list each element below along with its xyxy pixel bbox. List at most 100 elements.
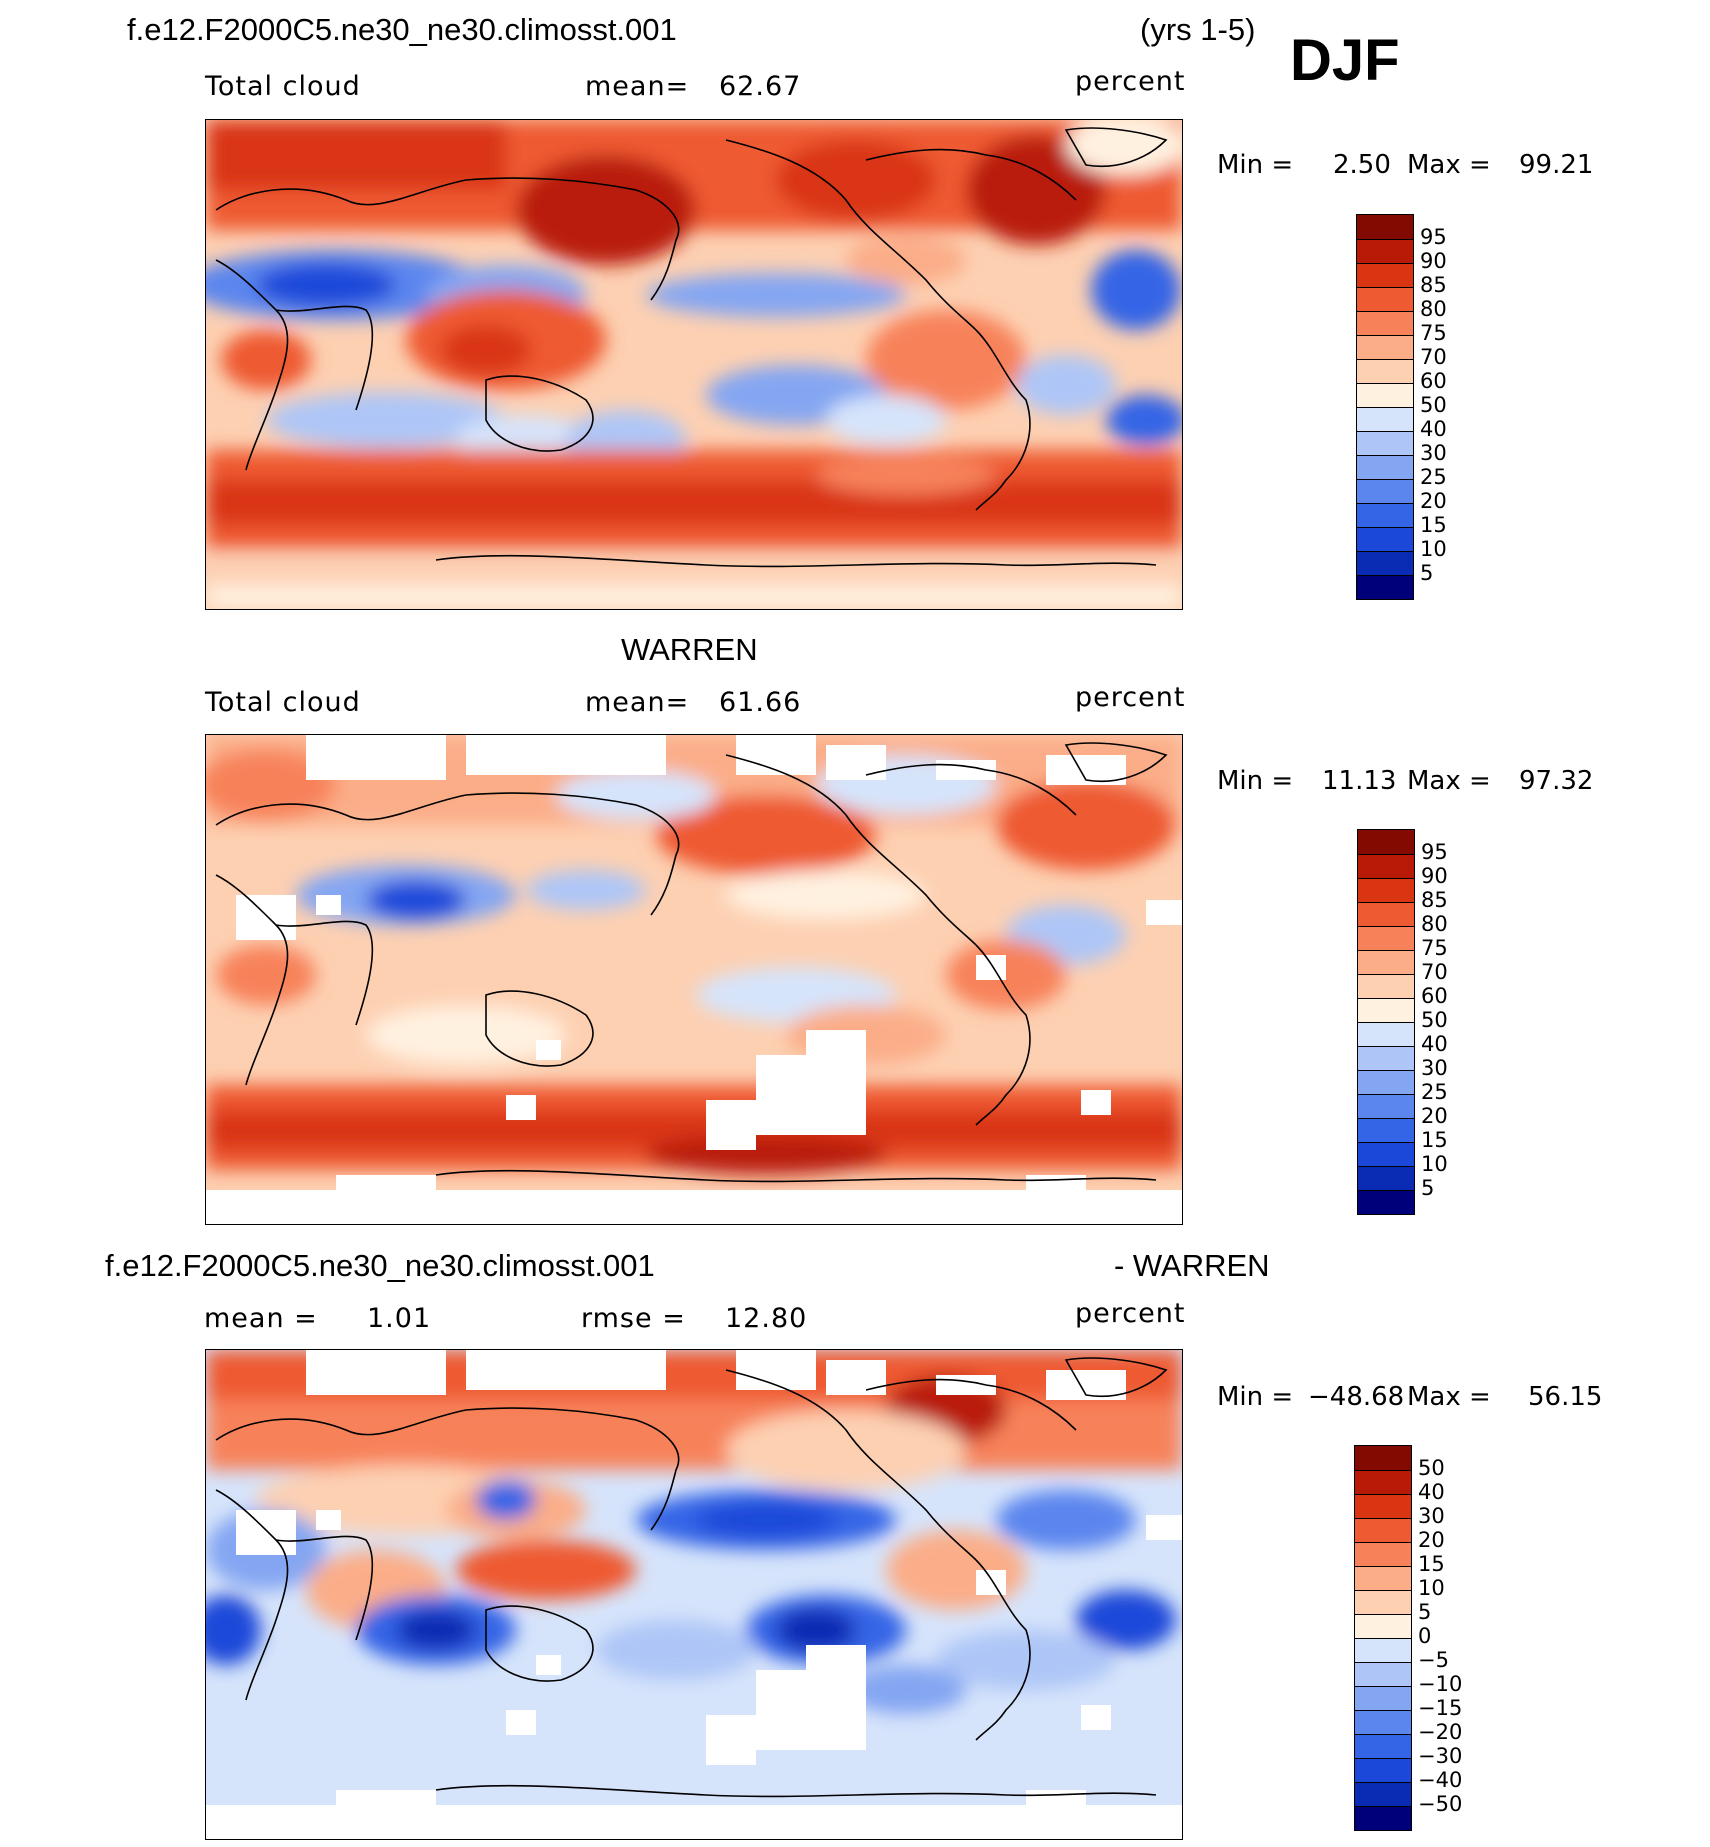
colorbar-cell [1355, 1734, 1411, 1758]
panel1-map [205, 119, 1183, 610]
years-label: (yrs 1-5) [1140, 12, 1256, 47]
panel1-mean-value: 62.67 [719, 71, 802, 102]
panel3-rmse-label: rmse = [581, 1303, 686, 1334]
colorbar-cell [1357, 215, 1413, 239]
colorbar-cell [1355, 1614, 1411, 1638]
panel2-mean-value: 61.66 [719, 687, 802, 718]
colorbar-tick-label: 85 [1421, 888, 1448, 912]
colorbar-tick-label: 95 [1420, 225, 1447, 249]
colorbar-cell [1357, 479, 1413, 503]
colorbar-cell [1355, 1590, 1411, 1614]
colorbar-tick-label: 30 [1421, 1056, 1448, 1080]
panel2-variable: Total cloud [205, 687, 361, 718]
colorbar-tick-label: 75 [1421, 936, 1448, 960]
colorbar-tick-label: −10 [1418, 1672, 1463, 1696]
colorbar-cell [1357, 455, 1413, 479]
colorbar-tick-label: 50 [1421, 1008, 1448, 1032]
colorbar-tick-label: 40 [1418, 1480, 1445, 1504]
panel3-min-label: Min = [1217, 1382, 1294, 1412]
panel3-map-svg [206, 1350, 1182, 1839]
colorbar-tick-label: 15 [1418, 1552, 1445, 1576]
panel2-map-svg [206, 735, 1182, 1224]
panel3-max-value: 56.15 [1528, 1382, 1603, 1412]
panel3-mean-label: mean = [204, 1303, 318, 1334]
panel1-colorbar [1356, 214, 1414, 600]
colorbar-tick-label: 70 [1420, 345, 1447, 369]
panel3-rmse-value: 12.80 [725, 1303, 808, 1334]
panel2-mean-label: mean= [585, 687, 690, 718]
colorbar-cell [1355, 1542, 1411, 1566]
colorbar-cell [1358, 1022, 1414, 1046]
colorbar-cell [1355, 1494, 1411, 1518]
colorbar-cell [1358, 878, 1414, 902]
colorbar-tick-label: 20 [1418, 1528, 1445, 1552]
panel3-max-label: Max = [1407, 1382, 1491, 1412]
colorbar-tick-label: −50 [1418, 1792, 1463, 1816]
colorbar-cell [1358, 974, 1414, 998]
colorbar-cell [1355, 1710, 1411, 1734]
colorbar-cell [1357, 551, 1413, 575]
panel1-min-value: 2.50 [1333, 150, 1391, 180]
colorbar-cell [1357, 527, 1413, 551]
panel3-map [205, 1349, 1183, 1840]
colorbar-cell [1358, 902, 1414, 926]
colorbar-tick-label: 80 [1421, 912, 1448, 936]
colorbar-tick-label: 5 [1418, 1600, 1432, 1624]
panel3-suffix: - WARREN [1114, 1248, 1270, 1283]
colorbar-tick-label: 50 [1420, 393, 1447, 417]
colorbar-tick-label: 60 [1421, 984, 1448, 1008]
colorbar-tick-label: 5 [1421, 1176, 1435, 1200]
colorbar-tick-label: 40 [1420, 417, 1447, 441]
colorbar-tick-label: 15 [1421, 1128, 1448, 1152]
colorbar-tick-label: 10 [1421, 1152, 1448, 1176]
colorbar-tick-label: 80 [1420, 297, 1447, 321]
colorbar-tick-label: 70 [1421, 960, 1448, 984]
colorbar-cell [1358, 830, 1414, 854]
colorbar-tick-label: 10 [1420, 537, 1447, 561]
colorbar-cell [1355, 1806, 1411, 1830]
colorbar-tick-label: 0 [1418, 1624, 1432, 1648]
colorbar-tick-label: −30 [1418, 1744, 1463, 1768]
panel1-min-label: Min = [1217, 150, 1294, 180]
panel1-map-svg [206, 120, 1182, 609]
colorbar-cell [1357, 287, 1413, 311]
colorbar-cell [1358, 1118, 1414, 1142]
colorbar-cell [1358, 998, 1414, 1022]
colorbar-tick-label: 30 [1418, 1504, 1445, 1528]
colorbar-cell [1358, 1046, 1414, 1070]
colorbar-cell [1357, 239, 1413, 263]
colorbar-cell [1355, 1686, 1411, 1710]
colorbar-tick-label: −5 [1418, 1648, 1449, 1672]
panel2-min-value: 11.13 [1322, 766, 1397, 796]
season-label: DJF [1290, 28, 1400, 93]
panel3-mean-value: 1.01 [367, 1303, 432, 1334]
colorbar-tick-label: 75 [1420, 321, 1447, 345]
colorbar-cell [1357, 383, 1413, 407]
panel3-min-value: −48.68 [1308, 1382, 1405, 1412]
panel3-colorbar [1354, 1445, 1412, 1831]
colorbar-tick-label: 90 [1421, 864, 1448, 888]
colorbar-tick-label: 90 [1420, 249, 1447, 273]
panel2-title: WARREN [621, 632, 758, 667]
panel2-colorbar [1357, 829, 1415, 1215]
panel3-units: percent [1075, 1298, 1186, 1329]
colorbar-cell [1357, 503, 1413, 527]
colorbar-tick-label: −40 [1418, 1768, 1463, 1792]
panel1-max-value: 99.21 [1519, 150, 1594, 180]
colorbar-tick-label: 5 [1420, 561, 1434, 585]
panel1-variable: Total cloud [205, 71, 361, 102]
colorbar-tick-label: −15 [1418, 1696, 1463, 1720]
colorbar-tick-label: 10 [1418, 1576, 1445, 1600]
panel1-max-label: Max = [1407, 150, 1491, 180]
panel2-units: percent [1075, 682, 1186, 713]
colorbar-cell [1355, 1782, 1411, 1806]
colorbar-cell [1357, 263, 1413, 287]
panel2-max-label: Max = [1407, 766, 1491, 796]
colorbar-cell [1358, 950, 1414, 974]
colorbar-cell [1358, 926, 1414, 950]
colorbar-tick-label: 20 [1420, 489, 1447, 513]
colorbar-cell [1355, 1518, 1411, 1542]
colorbar-tick-label: 25 [1421, 1080, 1448, 1104]
colorbar-tick-label: 25 [1420, 465, 1447, 489]
